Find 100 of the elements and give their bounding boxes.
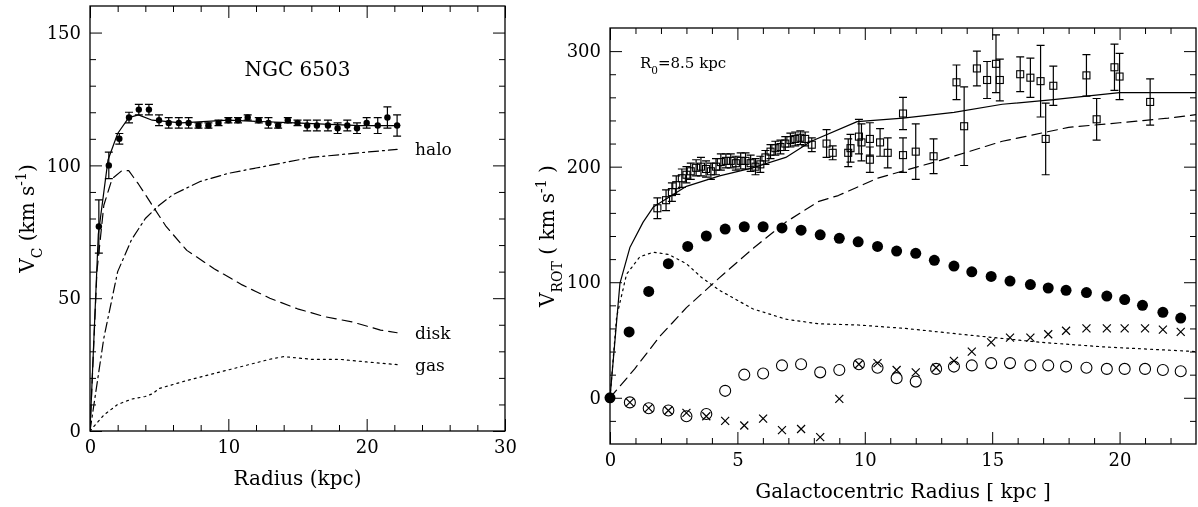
point (1003, 357, 1017, 370)
point (1100, 362, 1113, 375)
point (105, 162, 113, 169)
point (1024, 359, 1037, 372)
point (1025, 333, 1035, 343)
point (604, 392, 616, 404)
text: NGC 6503 (244, 57, 351, 81)
y-tick-label: 100 (566, 271, 601, 293)
x-tick-label: 20 (355, 435, 379, 457)
point (777, 425, 787, 435)
point (1176, 327, 1186, 337)
point (701, 411, 711, 421)
point (909, 375, 922, 388)
point (890, 372, 903, 385)
point (776, 222, 788, 234)
point (757, 367, 770, 380)
point (1140, 323, 1150, 334)
x-tick-label: 20 (1108, 448, 1132, 470)
point (682, 240, 694, 252)
point (834, 394, 844, 404)
x-axis-title: Radius (kpc) (233, 466, 362, 490)
point (795, 358, 808, 371)
point (738, 368, 751, 381)
point (852, 236, 864, 248)
point (1061, 326, 1071, 336)
point (643, 285, 655, 297)
point (775, 359, 789, 372)
point (986, 337, 996, 347)
point (1042, 359, 1055, 372)
point (891, 245, 903, 257)
x-tick-label: 10 (853, 448, 877, 470)
point (1005, 333, 1015, 343)
point (738, 221, 750, 233)
y-tick-label: 50 (58, 287, 81, 309)
point (872, 358, 883, 368)
x-tick-label: 5 (732, 448, 744, 470)
point (833, 232, 845, 244)
point (814, 366, 827, 379)
point (948, 260, 960, 272)
y-tick-label: 300 (566, 40, 601, 62)
point (1138, 362, 1152, 375)
point (719, 223, 731, 235)
point (871, 361, 884, 374)
point (95, 223, 103, 230)
point (1043, 329, 1053, 339)
point (1174, 365, 1187, 378)
point (985, 270, 997, 282)
point (623, 326, 635, 338)
y-tick-label: 0 (589, 387, 601, 409)
point (833, 363, 846, 377)
point (1158, 325, 1168, 335)
point (700, 230, 712, 242)
point (681, 408, 692, 418)
x-tick-label: 0 (604, 448, 617, 470)
point (892, 365, 902, 375)
point (795, 224, 807, 236)
series-label: halo (415, 139, 452, 160)
point (1024, 279, 1036, 291)
point (911, 367, 921, 377)
x-tick-label: 15 (981, 448, 1005, 470)
point (719, 384, 732, 397)
point (967, 346, 977, 357)
x-tick-label: 10 (217, 435, 241, 457)
annotation: R$_{0}$=8.5 kpc (640, 54, 727, 76)
point (757, 221, 769, 233)
x-tick-label: 0 (84, 435, 97, 457)
point (1119, 294, 1131, 306)
point (1060, 284, 1072, 296)
point (1004, 275, 1016, 287)
point (1042, 282, 1054, 294)
point (700, 407, 713, 421)
point (739, 420, 749, 431)
x-tick-label: 30 (494, 435, 517, 457)
y-tick-label: 200 (566, 155, 601, 177)
point (947, 360, 961, 373)
point (1118, 362, 1131, 375)
point (758, 413, 768, 424)
point (680, 410, 693, 423)
series-label: disk (415, 322, 452, 343)
point (1175, 312, 1187, 324)
point (393, 122, 401, 129)
point (1101, 290, 1113, 302)
point (796, 424, 806, 434)
y-tick-label: 100 (46, 154, 81, 176)
point (1102, 323, 1112, 334)
point (1080, 361, 1093, 374)
point (720, 416, 730, 426)
x-axis-title: Galactocentric Radius [ kpc ] (755, 479, 1051, 503)
point (1081, 323, 1092, 334)
point (1060, 360, 1073, 373)
point (662, 258, 674, 270)
y-tick-label: 0 (69, 420, 81, 442)
point (1157, 306, 1169, 318)
point (1080, 287, 1092, 299)
series-label: gas (415, 354, 445, 375)
point (1120, 323, 1130, 334)
point (985, 357, 998, 370)
point (1137, 299, 1148, 311)
point (1156, 363, 1169, 377)
point (815, 432, 825, 442)
